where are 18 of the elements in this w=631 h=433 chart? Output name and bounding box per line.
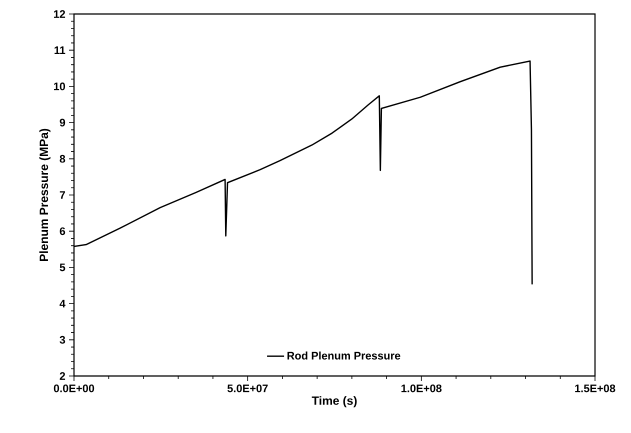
y-tick-label: 11 xyxy=(54,46,66,54)
x-tick-label: 1.0E+08 xyxy=(401,384,442,392)
y-tick-label: 2 xyxy=(60,372,66,380)
x-tick-label: 0.0E+00 xyxy=(54,384,94,392)
x-tick-label: 5.0E+07 xyxy=(227,384,268,392)
y-tick-label: 12 xyxy=(54,10,66,18)
y-tick-label: 9 xyxy=(60,118,66,126)
x-axis-title: Time (s) xyxy=(312,396,357,408)
y-tick-label: 6 xyxy=(60,227,66,236)
legend-label: Rod Plenum Pressure xyxy=(287,352,400,360)
y-axis-title: Plenum Pressure (MPa) xyxy=(39,128,50,261)
y-tick-label: 10 xyxy=(54,82,66,90)
y-tick-label: 3 xyxy=(60,336,66,344)
y-tick-label: 7 xyxy=(60,191,66,199)
y-tick-label: 4 xyxy=(60,300,66,308)
x-tick-label: 1.5E+08 xyxy=(575,384,616,392)
y-tick-label: 8 xyxy=(60,154,66,163)
y-tick-label: 5 xyxy=(60,264,66,272)
